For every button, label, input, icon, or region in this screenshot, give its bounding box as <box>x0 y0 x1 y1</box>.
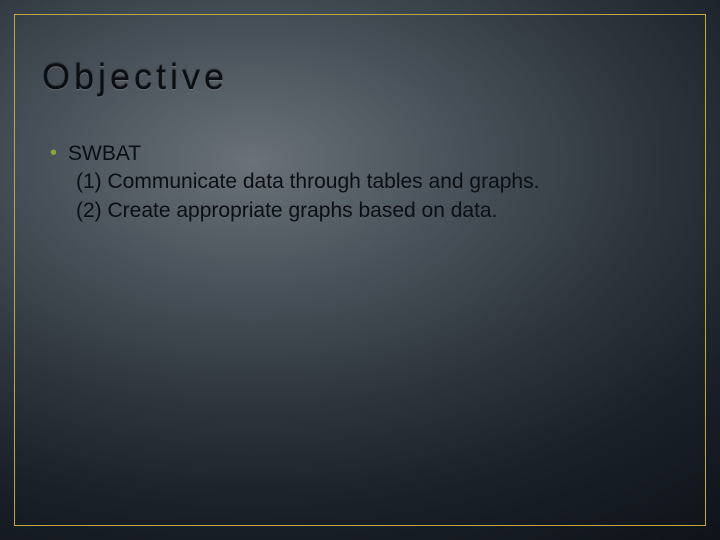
objective-line-1: (1) Communicate data through tables and … <box>76 168 672 196</box>
bullet-icon: • <box>48 140 68 167</box>
slide-content: • SWBAT (1) Communicate data through tab… <box>48 140 672 225</box>
objective-line-2: (2) Create appropriate graphs based on d… <box>76 197 672 225</box>
bullet-item: • SWBAT <box>48 140 672 168</box>
slide-title: Objective <box>42 56 228 98</box>
bullet-label: SWBAT <box>68 140 672 168</box>
slide: Objective • SWBAT (1) Communicate data t… <box>0 0 720 540</box>
